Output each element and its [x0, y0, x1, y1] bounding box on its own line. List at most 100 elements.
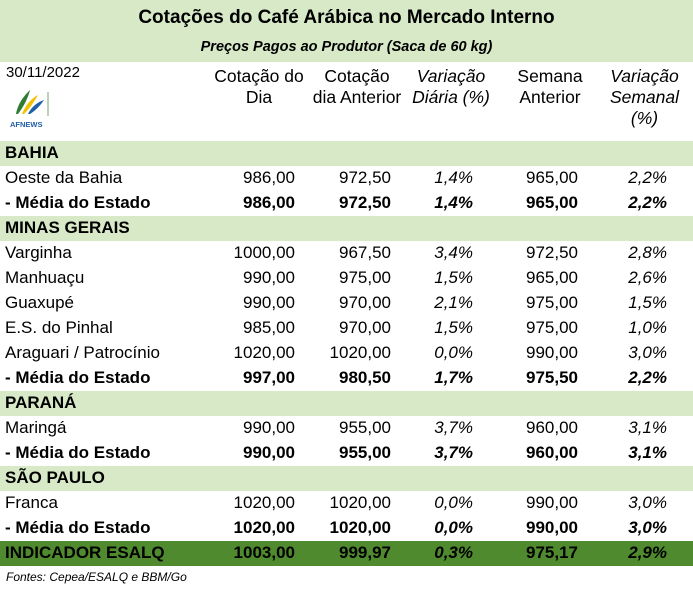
section-row: PARANÁ: [0, 391, 693, 416]
cell-variacao-diaria: 1,5%: [434, 318, 473, 337]
logo-text: AFNEWS: [10, 120, 43, 129]
cell-cotacao-anterior: 1020,00: [329, 518, 391, 537]
cell-semana-anterior: 960,00: [526, 443, 578, 462]
cell-variacao-semanal: 3,1%: [628, 443, 667, 462]
cell-variacao-diaria: 3,4%: [434, 243, 473, 262]
cell-cotacao-anterior: 1020,00: [329, 343, 391, 362]
cell-variacao-semanal: 2,2%: [628, 368, 667, 387]
row-label: Maringá: [5, 418, 67, 437]
cell-cotacao-dia: 986,00: [243, 168, 295, 187]
afnews-logo: AFNEWS: [10, 90, 49, 129]
cell-cotacao-dia: 985,00: [243, 318, 295, 337]
cell-variacao-diaria: 3,7%: [434, 443, 473, 462]
report-date: 30/11/2022: [6, 64, 80, 81]
cell-variacao-semanal: 3,0%: [628, 493, 667, 512]
cell-variacao-diaria: 0,0%: [434, 493, 473, 512]
row-label: - Média do Estado: [5, 518, 151, 537]
cell-cotacao-anterior: 970,00: [339, 318, 391, 337]
cell-cotacao-dia: 1003,00: [233, 543, 295, 562]
cell-variacao-diaria: 1,4%: [434, 168, 473, 187]
cell-cotacao-anterior: 955,00: [339, 443, 391, 462]
cell-variacao-semanal: 2,2%: [628, 168, 667, 187]
section-label: SÃO PAULO: [5, 468, 105, 487]
row-label: Franca: [5, 493, 58, 512]
page-title: Cotações do Café Arábica no Mercado Inte…: [138, 7, 555, 28]
cell-variacao-semanal: 2,6%: [628, 268, 667, 287]
cell-cotacao-anterior: 980,50: [339, 368, 391, 387]
table-row: Maringá 990,00 955,00 3,7% 960,00 3,1%: [0, 416, 693, 441]
cell-cotacao-dia: 1020,00: [233, 518, 295, 537]
row-label: - Média do Estado: [5, 443, 151, 462]
cell-cotacao-dia: 990,00: [243, 293, 295, 312]
cell-semana-anterior: 965,00: [526, 168, 578, 187]
cell-variacao-diaria: 1,5%: [434, 268, 473, 287]
cell-variacao-semanal: 2,2%: [628, 193, 667, 212]
header-variacao-diaria: Variação Diária (%): [412, 66, 490, 107]
row-label: Varginha: [5, 243, 72, 262]
header-cotacao-dia: Cotação do Dia: [214, 66, 304, 107]
cell-semana-anterior: 990,00: [526, 493, 578, 512]
cell-variacao-semanal: 3,1%: [628, 418, 667, 437]
cell-cotacao-anterior: 1020,00: [329, 493, 391, 512]
cell-variacao-semanal: 2,8%: [628, 243, 667, 262]
cell-variacao-semanal: 3,0%: [628, 518, 667, 537]
cell-cotacao-anterior: 975,00: [339, 268, 391, 287]
cell-semana-anterior: 965,00: [526, 268, 578, 287]
cell-semana-anterior: 975,17: [526, 543, 578, 562]
section-row: MINAS GERAIS: [0, 216, 693, 241]
page-subtitle: Preços Pagos ao Produtor (Saca de 60 kg): [200, 39, 493, 55]
row-label: Guaxupé: [5, 293, 74, 312]
title-band: [0, 0, 693, 62]
cell-cotacao-dia: 1020,00: [233, 493, 295, 512]
table-row: Franca 1020,00 1020,00 0,0% 990,00 3,0%: [0, 491, 693, 516]
section-label: PARANÁ: [5, 393, 77, 412]
section-label: BAHIA: [5, 143, 59, 162]
cell-variacao-semanal: 3,0%: [628, 343, 667, 362]
cell-cotacao-anterior: 972,50: [339, 168, 391, 187]
cell-variacao-diaria: 0,0%: [434, 343, 473, 362]
cell-cotacao-anterior: 970,00: [339, 293, 391, 312]
header-variacao-semanal: Variação Semanal (%): [609, 66, 680, 128]
table-row: - Média do Estado 986,00 972,50 1,4% 965,00 2…: [0, 191, 693, 216]
cell-variacao-semanal: 1,0%: [628, 318, 667, 337]
cell-cotacao-dia: 990,00: [243, 418, 295, 437]
table-row: Guaxupé 990,00 970,00 2,1% 975,00 1,5%: [0, 291, 693, 316]
cell-semana-anterior: 975,00: [526, 293, 578, 312]
header-semana-anterior: Semana Anterior: [517, 66, 583, 107]
row-label: Oeste da Bahia: [5, 168, 123, 187]
section-row: BAHIA: [0, 141, 693, 166]
cell-variacao-diaria: 2,1%: [434, 293, 473, 312]
cell-cotacao-dia: 1020,00: [233, 343, 295, 362]
cell-variacao-diaria: 1,7%: [434, 368, 473, 387]
cell-cotacao-dia: 997,00: [243, 368, 295, 387]
section-label: MINAS GERAIS: [5, 218, 130, 237]
cell-variacao-semanal: 2,9%: [628, 543, 667, 562]
cell-semana-anterior: 975,50: [526, 368, 578, 387]
cell-cotacao-anterior: 999,97: [339, 543, 391, 562]
source-note: Fontes: Cepea/ESALQ e BBM/Go: [6, 570, 187, 584]
table-row: Oeste da Bahia 986,00 972,50 1,4% 965,00 2,2%: [0, 166, 693, 191]
cell-cotacao-anterior: 972,50: [339, 193, 391, 212]
cell-variacao-diaria: 1,4%: [434, 193, 473, 212]
table-row: - Média do Estado 997,00 980,50 1,7% 975,50 2…: [0, 366, 693, 391]
table-row: Manhuaçu 990,00 975,00 1,5% 965,00 2,6%: [0, 266, 693, 291]
table-row: E.S. do Pinhal 985,00 970,00 1,5% 975,00 1,0%: [0, 316, 693, 341]
row-label: INDICADOR ESALQ: [5, 543, 165, 562]
row-label: - Média do Estado: [5, 368, 151, 387]
cell-cotacao-dia: 990,00: [243, 268, 295, 287]
header-cotacao-anterior: Cotação dia Anterior: [312, 66, 402, 107]
cell-semana-anterior: 960,00: [526, 418, 578, 437]
cell-semana-anterior: 965,00: [526, 193, 578, 212]
table-row: - Média do Estado 1020,00 1020,00 0,0% 990,0…: [0, 516, 693, 541]
row-label: Manhuaçu: [5, 268, 85, 287]
cell-semana-anterior: 990,00: [526, 343, 578, 362]
cell-cotacao-anterior: 955,00: [339, 418, 391, 437]
section-row: SÃO PAULO: [0, 466, 693, 491]
row-label: E.S. do Pinhal: [5, 318, 113, 337]
table-row: Araguari / Patrocínio 1020,00 1020,00 0,0% 9…: [0, 341, 693, 366]
cell-semana-anterior: 990,00: [526, 518, 578, 537]
cell-cotacao-anterior: 967,50: [339, 243, 391, 262]
cell-cotacao-dia: 986,00: [243, 193, 295, 212]
cell-cotacao-dia: 990,00: [243, 443, 295, 462]
cell-variacao-diaria: 3,7%: [434, 418, 473, 437]
